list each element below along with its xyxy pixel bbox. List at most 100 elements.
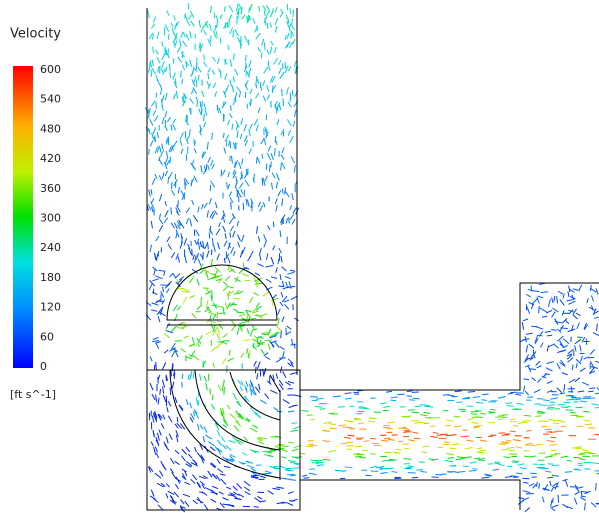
vector	[221, 342, 227, 344]
vector	[396, 449, 402, 450]
vector	[158, 67, 159, 73]
vector	[198, 342, 200, 347]
vector	[190, 60, 192, 67]
vector	[241, 381, 243, 386]
vector	[193, 87, 197, 94]
vector	[239, 269, 244, 273]
vector	[202, 91, 204, 97]
vector	[292, 193, 294, 200]
vector	[186, 208, 189, 213]
vector	[262, 39, 264, 46]
vector	[164, 218, 168, 223]
vector	[471, 414, 477, 415]
vector	[560, 299, 565, 305]
vector	[183, 41, 187, 47]
vector	[229, 218, 233, 225]
vector	[277, 119, 279, 125]
vector	[163, 395, 166, 403]
vector	[150, 496, 156, 499]
vector	[171, 371, 172, 377]
vector	[534, 390, 540, 393]
vector	[257, 226, 258, 234]
vector	[285, 277, 291, 279]
vector	[524, 386, 525, 392]
vector	[239, 183, 243, 189]
vector	[224, 258, 225, 263]
vector	[211, 499, 217, 502]
vector	[218, 341, 225, 342]
vector	[288, 442, 294, 443]
vector	[288, 286, 295, 287]
vector	[275, 7, 277, 12]
vector	[229, 21, 230, 28]
vector	[237, 312, 244, 313]
vector	[201, 101, 202, 109]
vector	[473, 397, 480, 398]
vector	[204, 203, 207, 208]
vector	[478, 458, 484, 459]
vector	[538, 421, 545, 422]
vector	[249, 60, 251, 67]
vector	[201, 241, 202, 247]
vector	[290, 136, 294, 143]
vector	[160, 285, 168, 286]
vector	[563, 479, 568, 480]
vector	[293, 208, 297, 214]
geometry	[147, 8, 599, 510]
vector	[164, 334, 169, 338]
vector	[302, 411, 309, 412]
vector	[346, 427, 353, 428]
vector	[287, 326, 292, 330]
vector	[171, 326, 176, 332]
vector	[269, 165, 270, 172]
vector	[561, 426, 567, 427]
vector	[252, 326, 254, 331]
vector	[151, 490, 154, 497]
vector	[150, 383, 153, 390]
vector	[481, 477, 489, 478]
vector	[270, 390, 277, 393]
vector	[165, 93, 167, 100]
vector	[263, 292, 269, 296]
vector	[159, 194, 161, 201]
vector	[162, 99, 163, 107]
vector	[206, 332, 211, 335]
vector	[182, 65, 184, 70]
vector	[391, 397, 398, 398]
vector	[242, 15, 245, 20]
legend-tick-label: 420	[40, 152, 61, 165]
vector	[247, 348, 248, 354]
vector	[170, 71, 171, 77]
vector	[272, 300, 273, 306]
vector	[596, 504, 599, 505]
vectors	[145, 3, 599, 512]
vector	[355, 456, 362, 457]
vector	[517, 464, 524, 465]
vector	[151, 221, 152, 229]
vector	[152, 303, 159, 305]
vector	[190, 403, 192, 408]
vector	[278, 309, 281, 315]
vector	[488, 436, 493, 437]
vector	[224, 6, 225, 12]
vector	[268, 225, 271, 230]
vector	[568, 291, 569, 297]
vector	[188, 454, 192, 458]
vector	[210, 24, 212, 31]
vector	[217, 440, 221, 445]
vector	[283, 372, 286, 378]
vector	[180, 132, 183, 139]
vector	[477, 448, 483, 449]
vector	[234, 53, 235, 60]
vector	[581, 356, 583, 362]
vector	[263, 6, 266, 11]
vector	[227, 286, 234, 288]
vector	[167, 407, 168, 412]
vector	[267, 5, 270, 12]
vector	[345, 467, 353, 468]
vector	[237, 484, 242, 489]
vector	[225, 23, 226, 29]
vector	[208, 471, 212, 477]
vector	[210, 447, 215, 451]
vector	[290, 480, 296, 481]
